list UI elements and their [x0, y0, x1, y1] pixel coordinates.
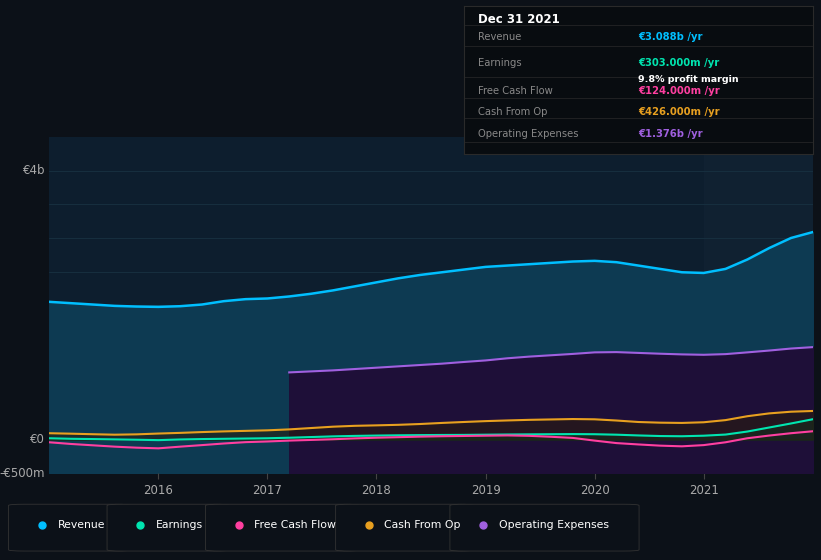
FancyBboxPatch shape	[8, 504, 131, 551]
Text: €426.000m /yr: €426.000m /yr	[639, 106, 720, 116]
Text: Operating Expenses: Operating Expenses	[499, 520, 609, 530]
Text: Revenue: Revenue	[478, 32, 521, 43]
FancyBboxPatch shape	[107, 504, 229, 551]
Text: Cash From Op: Cash From Op	[478, 106, 548, 116]
Text: Earnings: Earnings	[478, 58, 521, 68]
Text: €0: €0	[30, 433, 45, 446]
Text: Cash From Op: Cash From Op	[384, 520, 461, 530]
Text: €4b: €4b	[23, 164, 45, 178]
Text: -€500m: -€500m	[0, 466, 45, 480]
Text: 9.8% profit margin: 9.8% profit margin	[639, 76, 739, 85]
FancyBboxPatch shape	[336, 504, 474, 551]
Text: €303.000m /yr: €303.000m /yr	[639, 58, 719, 68]
Text: €124.000m /yr: €124.000m /yr	[639, 86, 720, 96]
Text: Operating Expenses: Operating Expenses	[478, 129, 578, 139]
Text: Dec 31 2021: Dec 31 2021	[478, 13, 560, 26]
Text: Free Cash Flow: Free Cash Flow	[255, 520, 337, 530]
Text: €1.376b /yr: €1.376b /yr	[639, 129, 703, 139]
FancyBboxPatch shape	[450, 504, 639, 551]
Text: Free Cash Flow: Free Cash Flow	[478, 86, 553, 96]
Text: Revenue: Revenue	[57, 520, 105, 530]
Text: €3.088b /yr: €3.088b /yr	[639, 32, 703, 43]
FancyBboxPatch shape	[205, 504, 360, 551]
Text: Earnings: Earnings	[156, 520, 203, 530]
Bar	[704, 137, 819, 473]
